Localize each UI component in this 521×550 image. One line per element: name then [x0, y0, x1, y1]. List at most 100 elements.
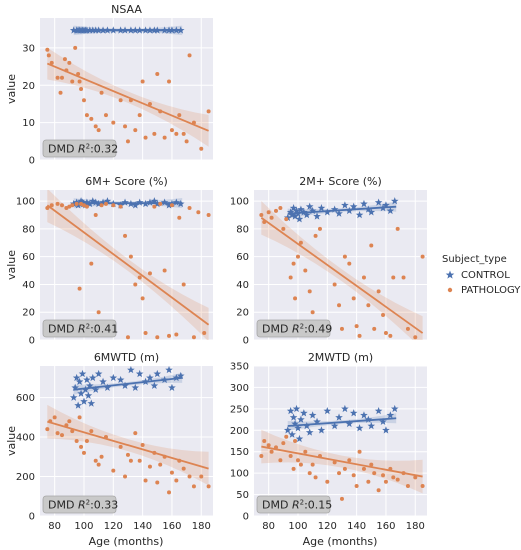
control-point — [302, 211, 311, 219]
x-tick-label: 80 — [48, 521, 61, 532]
pathology-point — [143, 135, 148, 140]
control-fit-line — [287, 417, 397, 427]
pathology-point — [143, 478, 148, 483]
pathology-point — [133, 431, 138, 436]
pathology-point — [140, 296, 145, 301]
control-point — [69, 393, 78, 401]
panel-title: NSAA — [111, 3, 142, 16]
control-point — [292, 404, 301, 413]
pathology-point — [133, 128, 138, 133]
y-tick-label: 0 — [243, 336, 249, 347]
pathology-point — [278, 458, 283, 463]
control-fit-line — [73, 376, 183, 391]
control-point — [131, 383, 140, 391]
y-tick-label: 20 — [22, 308, 35, 319]
pathology-point — [169, 203, 174, 208]
control-point — [374, 407, 383, 415]
control-point — [341, 404, 349, 413]
annotation-text: DMD R2:0.15 — [262, 499, 332, 512]
control-point — [150, 197, 159, 205]
pathology-point — [49, 203, 54, 208]
control-point — [283, 213, 292, 222]
annotation-superscript: 2 — [86, 499, 90, 507]
x-tick-label: 100 — [288, 521, 307, 532]
plot-background — [40, 366, 213, 516]
x-tick-label: 100 — [74, 521, 93, 532]
control-point — [386, 206, 395, 215]
y-tick-label: 30 — [22, 43, 35, 54]
pathology-point — [284, 434, 289, 439]
control-point — [367, 422, 376, 430]
annotation-box — [256, 319, 331, 338]
annotation-superscript: 2 — [300, 323, 304, 331]
y-tick-label: 0 — [243, 512, 249, 523]
control-point — [91, 385, 100, 393]
pathology-point — [206, 484, 211, 489]
control-point — [165, 366, 173, 374]
pathology-point — [74, 201, 79, 206]
control-point — [150, 381, 159, 389]
control-point — [313, 212, 321, 220]
pathology-point — [169, 470, 174, 475]
control-point — [109, 373, 118, 382]
pathology-point — [128, 458, 133, 463]
pathology-point — [133, 282, 138, 287]
annotation-prefix: DMD — [262, 499, 292, 512]
control-point — [305, 428, 314, 436]
pathology-fit-line — [46, 62, 209, 132]
control-point — [176, 371, 185, 380]
control-point — [349, 202, 358, 210]
pathology-point — [372, 471, 377, 476]
pathology-point — [99, 90, 104, 95]
pathology-point — [332, 460, 337, 465]
pathology-point — [376, 289, 381, 294]
pathology-point — [111, 468, 116, 473]
pathology-point — [58, 90, 63, 95]
pathology-point — [162, 135, 167, 140]
control-point — [379, 417, 387, 425]
pathology-point — [310, 462, 315, 467]
pathology-point — [388, 333, 393, 338]
x-tick-label: 140 — [347, 521, 366, 532]
pathology-point — [167, 490, 172, 495]
pathology-point — [288, 275, 293, 280]
r-squared-annotation: DMD R2:0.15 — [256, 495, 332, 514]
pathology-point — [174, 131, 179, 136]
control-point — [72, 373, 81, 382]
pathology-point — [295, 254, 300, 259]
control-point — [330, 422, 339, 430]
pathology-point — [99, 203, 104, 208]
pathology-point — [206, 213, 211, 217]
pathology-point — [123, 474, 128, 479]
pathology-point — [59, 75, 64, 80]
pathology-point — [284, 217, 289, 222]
pathology-point — [155, 335, 160, 340]
pathology-point — [125, 335, 130, 340]
plot-area — [45, 366, 211, 495]
control-point — [135, 369, 144, 378]
pathology-point — [313, 475, 318, 480]
pathology-point — [81, 98, 86, 103]
pathology-point — [84, 204, 89, 209]
panel-2mwtd: 80 100 120 140 160 180 0 50 100 150 200 250 300 350 2M… — [230, 351, 427, 532]
annotation-r: R — [78, 499, 86, 512]
pathology-point — [339, 496, 344, 501]
x-tick-label: 120 — [104, 521, 123, 532]
control-point — [94, 369, 103, 378]
panel-title: 6M+ Score (%) — [85, 175, 168, 188]
pathology-point — [187, 53, 192, 58]
control-point — [103, 197, 112, 205]
plot-area — [259, 404, 425, 501]
pathology-point — [147, 271, 152, 276]
pathology-point — [77, 415, 82, 420]
x-tick-label: 140 — [133, 521, 152, 532]
pathology-point — [372, 326, 377, 331]
annotation-text: DMD R2:0.41 — [48, 323, 118, 336]
control-point — [297, 205, 305, 213]
pathology-fit-line — [46, 204, 210, 326]
pathology-point — [125, 452, 130, 457]
annotation-text: DMD R2:0.32 — [48, 143, 118, 156]
pathology-point — [152, 204, 157, 209]
pathology-point — [187, 474, 192, 479]
